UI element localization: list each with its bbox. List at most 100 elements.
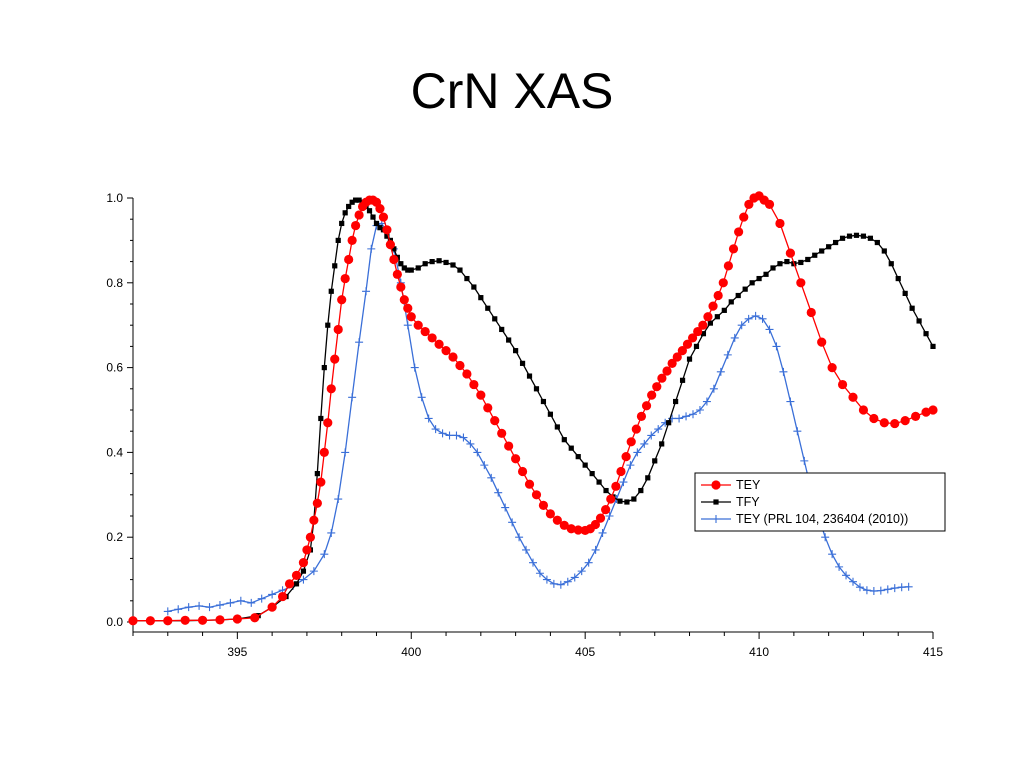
reference-point [709,384,718,393]
tey-point [890,418,900,429]
tfy-point [353,197,359,203]
reference-point [355,338,364,347]
reference-point [640,439,649,448]
tfy-point [415,265,421,271]
tfy-point [464,275,470,282]
tfy-point [860,233,867,239]
tfy-point [339,220,345,227]
tey-point [728,244,739,254]
reference-point [473,448,482,457]
tey-point [413,320,423,330]
tey-point [250,613,260,623]
tfy-point [436,258,442,264]
tey-point [713,290,723,301]
tey-point [476,390,486,400]
tfy-point [700,331,707,337]
reference-point [501,503,510,512]
tey-point [145,616,155,626]
reference-point [542,575,551,584]
tfy-point [405,267,411,273]
chart-axes: 0.0 0.2 0.4 0.6 0.8 1.0 395 400 405 410 415 [106,191,943,659]
tey-point [718,278,728,288]
reference-point [334,495,343,504]
tey-point [504,441,514,451]
reference-point [247,598,256,607]
tfy-point [679,377,686,383]
tfy-point [335,237,341,243]
tey-point [403,303,413,313]
x-tick-label: 400 [401,645,421,659]
tey-point [330,354,340,364]
tey-point [566,524,576,534]
reference-point [487,473,496,482]
tey-point [827,363,837,373]
reference-point [459,433,468,442]
legend-label: TEY [736,478,761,492]
reference-point [522,545,531,554]
tey-point [389,254,399,265]
reference-point [654,425,663,434]
tey-point [396,282,406,292]
reference-point [205,603,214,612]
reference-point [362,287,371,296]
tfy-point [533,386,540,392]
tfy-point [325,322,331,328]
tfy-point [384,233,390,239]
tey-point [559,520,569,530]
tey-point [333,324,343,335]
tfy-point [370,214,376,220]
tey-point [399,295,409,305]
tfy-point [686,356,693,362]
tey-point [667,358,677,368]
tfy-point [506,337,512,343]
legend-label: TEY (PRL 104, 236404 (2010)) [736,512,908,526]
reference-point [367,244,376,253]
tfy-point [596,479,602,485]
tey-point [698,320,708,330]
reference-point [682,412,691,421]
tfy-point [526,373,533,379]
reference-point [675,414,684,423]
x-tick-label: 405 [575,645,595,659]
series-2 [163,219,913,616]
tfy-point [575,454,581,460]
tey-point [517,466,528,477]
tfy-point [770,265,776,271]
reference-point [299,575,308,584]
tfy-point [707,320,713,326]
tey-point [900,416,910,426]
tey-point [858,405,869,415]
reference-point [695,406,704,414]
tey-point [326,384,336,394]
y-tick-label: 0.2 [106,530,123,544]
tfy-point [603,487,609,494]
reference-point [174,605,183,614]
tfy-point [798,259,804,266]
tfy-point [485,305,491,311]
reference-point [800,456,809,465]
reference-point [876,586,885,595]
tey-point [524,479,535,489]
reference-point [320,550,329,559]
tey-point [687,333,698,343]
tfy-point [422,261,428,267]
tfy-point [916,318,922,324]
tey-point [385,240,395,250]
reference-point [341,448,350,457]
tey-point [441,346,451,356]
tey-point [490,416,500,426]
tey-point [267,602,277,612]
reference-point [257,594,266,603]
tey-point [601,505,611,515]
tfy-point [888,261,894,267]
tfy-point [540,398,547,405]
reference-point [862,586,871,595]
tey-point [427,333,437,343]
tey-point [711,480,721,490]
tey-point [406,312,416,322]
tey-point [921,407,931,417]
reference-point [744,314,753,323]
tey-point [340,273,350,284]
tfy-point [401,265,407,271]
tey-point [420,326,430,337]
